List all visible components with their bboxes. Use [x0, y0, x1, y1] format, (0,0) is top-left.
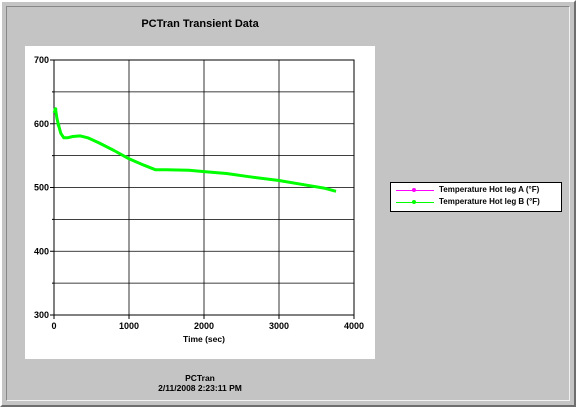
y-tick-label: 700 [34, 55, 49, 65]
series-point [56, 123, 61, 127]
x-tick-label: 4000 [344, 321, 364, 331]
series-point [53, 107, 58, 111]
legend-label-a: Temperature Hot leg A (°F) [439, 185, 540, 194]
plot-panel: 0 1000 2000 3000 4000 300 400 500 600 700 Time (se… [25, 46, 375, 359]
line-chart: 0 1000 2000 3000 4000 300 400 500 600 700 Time (se… [34, 55, 364, 344]
legend-marker-b [412, 200, 416, 204]
y-tick-label: 600 [34, 119, 49, 129]
legend-label-b: Temperature Hot leg B (°F) [439, 197, 540, 206]
chart-title: PCTran Transient Data [141, 18, 259, 30]
legend-marker-a [412, 188, 416, 192]
footer-timestamp: 2/11/2008 2:23:11 PM [158, 383, 242, 393]
x-tick-label: 1000 [119, 321, 139, 331]
x-tick-label: 2000 [194, 321, 214, 331]
legend-item-hot-leg-a: Temperature Hot leg A (°F) [393, 185, 559, 196]
y-tick-label: 300 [34, 310, 49, 320]
y-tick-label: 400 [34, 246, 49, 256]
y-tick-label: 500 [34, 183, 49, 193]
legend: Temperature Hot leg A (°F) Temperature H… [390, 182, 562, 212]
legend-item-hot-leg-b: Temperature Hot leg B (°F) [393, 197, 559, 208]
x-axis-label: Time (sec) [183, 334, 225, 344]
window-inner-border [6, 6, 570, 401]
footer-app-name: PCTran [185, 373, 215, 383]
x-tick-label: 0 [51, 321, 56, 331]
series-line-hot-leg-b [52, 107, 337, 193]
x-tick-label: 3000 [269, 321, 289, 331]
